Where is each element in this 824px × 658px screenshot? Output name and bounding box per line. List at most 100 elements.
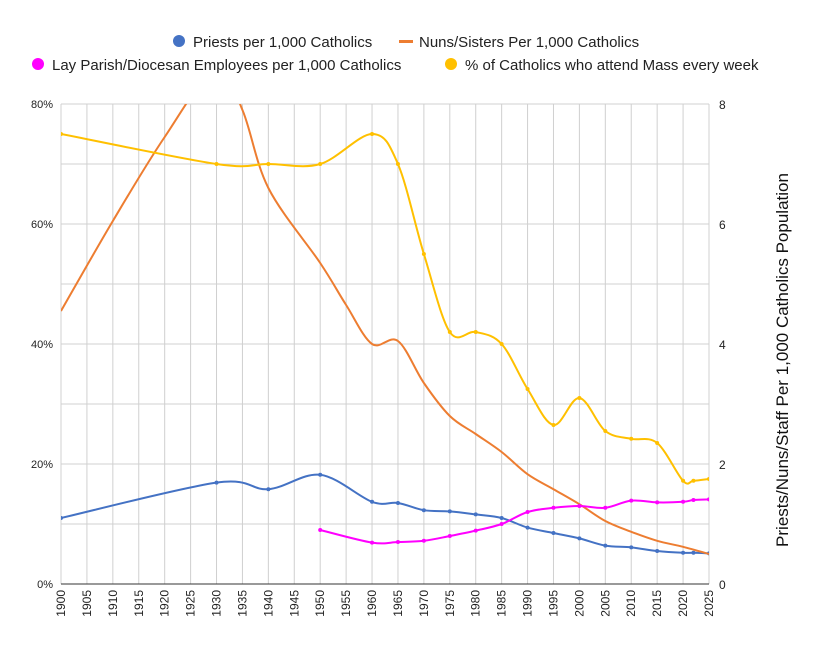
- data-point: [603, 429, 608, 433]
- data-point: [577, 396, 582, 400]
- data-point: [395, 501, 400, 505]
- legend-label-1: Nuns/Sisters Per 1,000 Catholics: [419, 34, 639, 51]
- y-right-tick-label: 2: [719, 458, 726, 472]
- data-point: [370, 499, 375, 504]
- series-1: [61, 104, 709, 555]
- y-right-tick-label: 0: [719, 578, 726, 592]
- data-point: [707, 497, 709, 502]
- legend-item-3: % of Catholics who attend Mass every wee…: [445, 57, 759, 74]
- data-point: [421, 252, 426, 256]
- data-point: [447, 534, 452, 538]
- x-tick-label: 1995: [546, 590, 560, 617]
- data-point: [473, 512, 478, 517]
- series-layer: [61, 104, 709, 556]
- x-tick-label: 1970: [417, 590, 431, 617]
- x-tick-label: 1985: [495, 590, 509, 617]
- y-left-tick-label: 0%: [37, 579, 53, 591]
- data-point: [681, 478, 686, 483]
- x-tick-label: 1920: [158, 590, 172, 617]
- data-point: [691, 478, 696, 483]
- legend: Priests per 1,000 Catholics Nuns/Sisters …: [32, 34, 759, 74]
- x-tick-label: 2015: [650, 590, 664, 617]
- data-point: [655, 441, 660, 445]
- x-tick-label: 1945: [287, 590, 301, 617]
- data-point: [318, 528, 323, 532]
- data-point: [473, 528, 478, 533]
- y-right-tick-label: 6: [719, 218, 726, 232]
- y-right-tick-label: 8: [719, 98, 726, 112]
- data-point: [370, 540, 375, 545]
- axes: 1900 1905 1910 1915 1920 1925 1930 1935 1940 1945…: [31, 98, 726, 617]
- legend-marker-1: [399, 40, 413, 43]
- series-line-1: [61, 104, 709, 555]
- series-0: [61, 472, 709, 556]
- x-tick-label: 2000: [572, 590, 586, 617]
- legend-label-0: Priests per 1,000 Catholics: [193, 34, 372, 51]
- data-point: [691, 550, 696, 555]
- y-right-tick-label: 4: [719, 338, 726, 352]
- x-tick-label: 1955: [339, 590, 353, 617]
- legend-item-0: Priests per 1,000 Catholics: [173, 34, 372, 51]
- x-tick-label: 1915: [132, 590, 146, 617]
- data-point: [395, 540, 400, 544]
- x-tick-label: 1900: [54, 590, 68, 617]
- data-point: [421, 508, 426, 513]
- y-left-tick-label: 80%: [31, 99, 53, 111]
- x-tick-label: 1935: [235, 590, 249, 617]
- data-point: [577, 504, 582, 508]
- data-point: [370, 132, 375, 136]
- data-point: [525, 525, 530, 530]
- legend-marker-2: [32, 58, 44, 70]
- legend-marker-3: [445, 58, 457, 70]
- data-point: [707, 477, 709, 481]
- data-point: [629, 436, 634, 441]
- data-point: [266, 162, 271, 166]
- data-point: [499, 516, 504, 520]
- x-tick-label: 1965: [391, 590, 405, 617]
- right-axis-title: Priests/Nuns/Staff Per 1,000 Catholics P…: [773, 173, 792, 547]
- series-2: [318, 497, 709, 545]
- x-tick-label: 2025: [702, 590, 716, 617]
- data-point: [525, 510, 530, 514]
- data-point: [214, 162, 219, 166]
- x-tick-label: 1905: [80, 590, 94, 617]
- data-point: [551, 423, 556, 427]
- data-point: [525, 387, 530, 391]
- data-point: [421, 538, 426, 543]
- legend-item-2: Lay Parish/Diocesan Employees per 1,000 …: [32, 57, 401, 74]
- data-point: [447, 509, 452, 514]
- legend-label-3: % of Catholics who attend Mass every wee…: [465, 57, 759, 74]
- data-point: [681, 499, 686, 504]
- x-tick-label: 1925: [184, 590, 198, 617]
- x-tick-label: 1950: [313, 590, 327, 617]
- data-point: [577, 536, 582, 541]
- x-tick-label: 2005: [598, 590, 612, 617]
- x-tick-label: 2020: [676, 590, 690, 617]
- data-point: [447, 330, 452, 334]
- data-point: [603, 543, 608, 548]
- data-point: [629, 498, 634, 503]
- data-point: [629, 545, 634, 550]
- y-left-tick-label: 20%: [31, 459, 53, 471]
- data-point: [551, 531, 556, 535]
- data-point: [691, 498, 696, 502]
- x-tick-label: 1960: [365, 590, 379, 617]
- legend-item-1: Nuns/Sisters Per 1,000 Catholics: [399, 34, 639, 51]
- x-tick-label: 1975: [443, 590, 457, 617]
- data-point: [395, 162, 400, 166]
- legend-label-2: Lay Parish/Diocesan Employees per 1,000 …: [52, 57, 401, 74]
- x-tick-label: 1910: [106, 590, 120, 617]
- series-3: [61, 132, 709, 485]
- x-tick-label: 1990: [521, 590, 535, 617]
- series-line-2: [319, 498, 709, 545]
- x-tick-label: 1980: [469, 590, 483, 617]
- data-point: [499, 522, 504, 526]
- data-point: [473, 330, 478, 334]
- x-tick-label: 2010: [624, 590, 638, 617]
- x-tick-label: 1930: [210, 590, 224, 617]
- y-left-tick-label: 40%: [31, 339, 53, 351]
- data-point: [655, 549, 660, 553]
- data-point: [499, 342, 504, 346]
- data-point: [214, 480, 219, 485]
